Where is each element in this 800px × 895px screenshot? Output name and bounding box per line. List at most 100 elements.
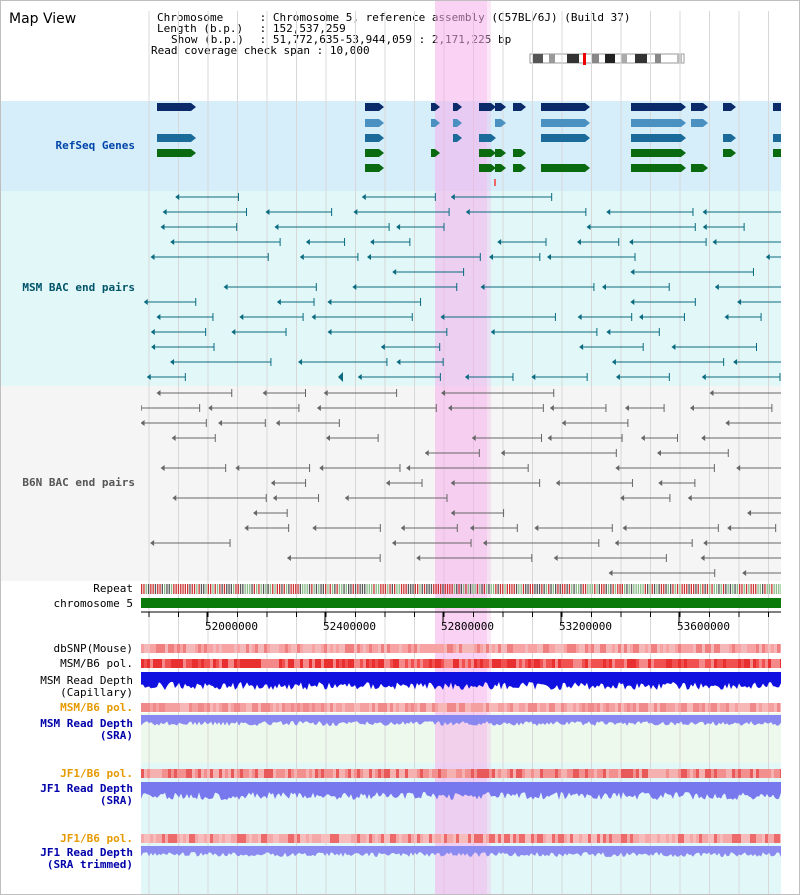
jf1-pol2-cell	[594, 834, 597, 843]
msm-pol2-cell	[297, 703, 300, 712]
jf1-trim-label-2: (SRA trimmed)	[46, 858, 133, 871]
repeat-mark	[676, 584, 679, 594]
msm-pol-cell	[282, 659, 285, 668]
jf1-pol2-cell	[360, 834, 363, 843]
msm-pol2-cell	[501, 703, 504, 712]
b6n-bac-pair-end	[608, 570, 613, 576]
selection-highlight[interactable]	[435, 1, 487, 894]
msm-pol-cell	[420, 659, 423, 668]
msm-pol-cell	[369, 659, 372, 668]
dbsnp-cell	[207, 644, 210, 653]
jf1-pol2-cell	[660, 834, 663, 843]
repeat-mark	[398, 584, 400, 594]
dbsnp-cell	[564, 644, 567, 653]
repeat-mark	[612, 584, 614, 594]
jf1-pol-cell	[486, 769, 489, 778]
repeat-mark	[624, 584, 626, 594]
jf1-pol2-cell	[390, 834, 393, 843]
b6n-bac-pair-end	[703, 540, 708, 546]
gene-feature	[479, 134, 491, 142]
repeat-mark	[476, 584, 479, 594]
msm-pol-cell	[438, 659, 441, 668]
repeat-mark	[541, 584, 543, 594]
msm-pol-cell	[381, 659, 384, 668]
jf1-pol-cell	[483, 769, 486, 778]
jf1-pol-cell	[225, 769, 228, 778]
msm-pol2-cell	[198, 703, 201, 712]
jf1-pol2-cell	[615, 834, 618, 843]
msm-pol-cell	[600, 659, 603, 668]
jf1-pol-cell	[189, 769, 192, 778]
b6n-bac-pair-end	[689, 405, 694, 411]
msm-pol-cell	[321, 659, 324, 668]
dbsnp-cell	[522, 644, 525, 653]
repeat-mark	[269, 584, 272, 594]
msm-bac-label: MSM BAC end pairs	[22, 281, 135, 294]
msm-pol-cell	[342, 659, 345, 668]
msm-pol2-cell	[180, 703, 183, 712]
msm-pol-cell	[696, 659, 699, 668]
b6n-bac-pair-end	[553, 555, 558, 561]
jf1-pol-cell	[498, 769, 501, 778]
msm-bac-pair-end	[311, 314, 316, 320]
dbsnp-cell	[471, 644, 474, 653]
msm-bac-pair-end	[611, 359, 616, 365]
repeat-mark	[249, 584, 251, 594]
jf1-pol-cell	[780, 769, 781, 778]
dbsnp-cell	[303, 644, 306, 653]
repeat-mark	[626, 584, 628, 594]
msm-pol-cell	[552, 659, 555, 668]
jf1-pol-cell	[651, 769, 654, 778]
jf1-pol2-cell	[249, 834, 252, 843]
dbsnp-cell	[405, 644, 408, 653]
b6n-bac-pair-end	[316, 405, 321, 411]
jf1-pol-cell	[528, 769, 531, 778]
msm-pol-cell	[228, 659, 231, 668]
msm-pol-cell	[519, 659, 522, 668]
jf1-pol-cell	[600, 769, 603, 778]
jf1-pol2-cell	[708, 834, 711, 843]
gene-feature	[691, 103, 703, 111]
repeat-mark	[354, 584, 357, 594]
gene-arrow	[731, 103, 736, 111]
repeat-mark	[164, 584, 166, 594]
msm-pol2-cell	[237, 703, 240, 712]
gene-arrow	[501, 149, 506, 157]
msm-pol2-cell	[267, 703, 270, 712]
track-area[interactable]	[141, 1, 781, 894]
repeat-mark	[343, 584, 345, 594]
jf1-pol-cell	[201, 769, 204, 778]
msm-pol2-cell	[693, 703, 696, 712]
repeat-mark	[228, 584, 230, 594]
repeat-mark	[260, 584, 262, 594]
repeat-mark	[219, 584, 221, 594]
dbsnp-cell	[588, 644, 591, 653]
axis-tick-label-4: 53600000	[677, 620, 730, 633]
msm-pol2-cell	[744, 703, 747, 712]
repeat-mark	[674, 584, 676, 594]
gene-arrow	[585, 134, 590, 142]
msm-bac-pair-end	[274, 224, 279, 230]
jf1-pol-cell	[579, 769, 582, 778]
msm-pol2-cell	[390, 703, 393, 712]
msm-pol-cell	[573, 659, 576, 668]
repeat-mark	[488, 584, 490, 594]
repeat-mark	[345, 584, 347, 594]
jf1-pol2-cell	[450, 834, 453, 843]
jf1-pol-cell	[729, 769, 732, 778]
repeat-mark	[463, 584, 465, 594]
msm-pol2-cell	[303, 703, 306, 712]
msm-bac-pair-end	[151, 344, 156, 350]
selection-highlight-edge	[487, 1, 491, 894]
msm-pol2-cell	[522, 703, 525, 712]
dbsnp-cell	[525, 644, 528, 653]
jf1-pol2-cell	[420, 834, 423, 843]
jf1-pol-cell	[393, 769, 396, 778]
msm-pol-cell	[654, 659, 657, 668]
msm-pol-cell	[627, 659, 630, 668]
jf1-pol-cell	[351, 769, 354, 778]
dbsnp-cell	[681, 644, 684, 653]
msm-pol-cell	[192, 659, 195, 668]
msm-pol2-cell	[204, 703, 207, 712]
jf1-pol2-cell	[405, 834, 408, 843]
